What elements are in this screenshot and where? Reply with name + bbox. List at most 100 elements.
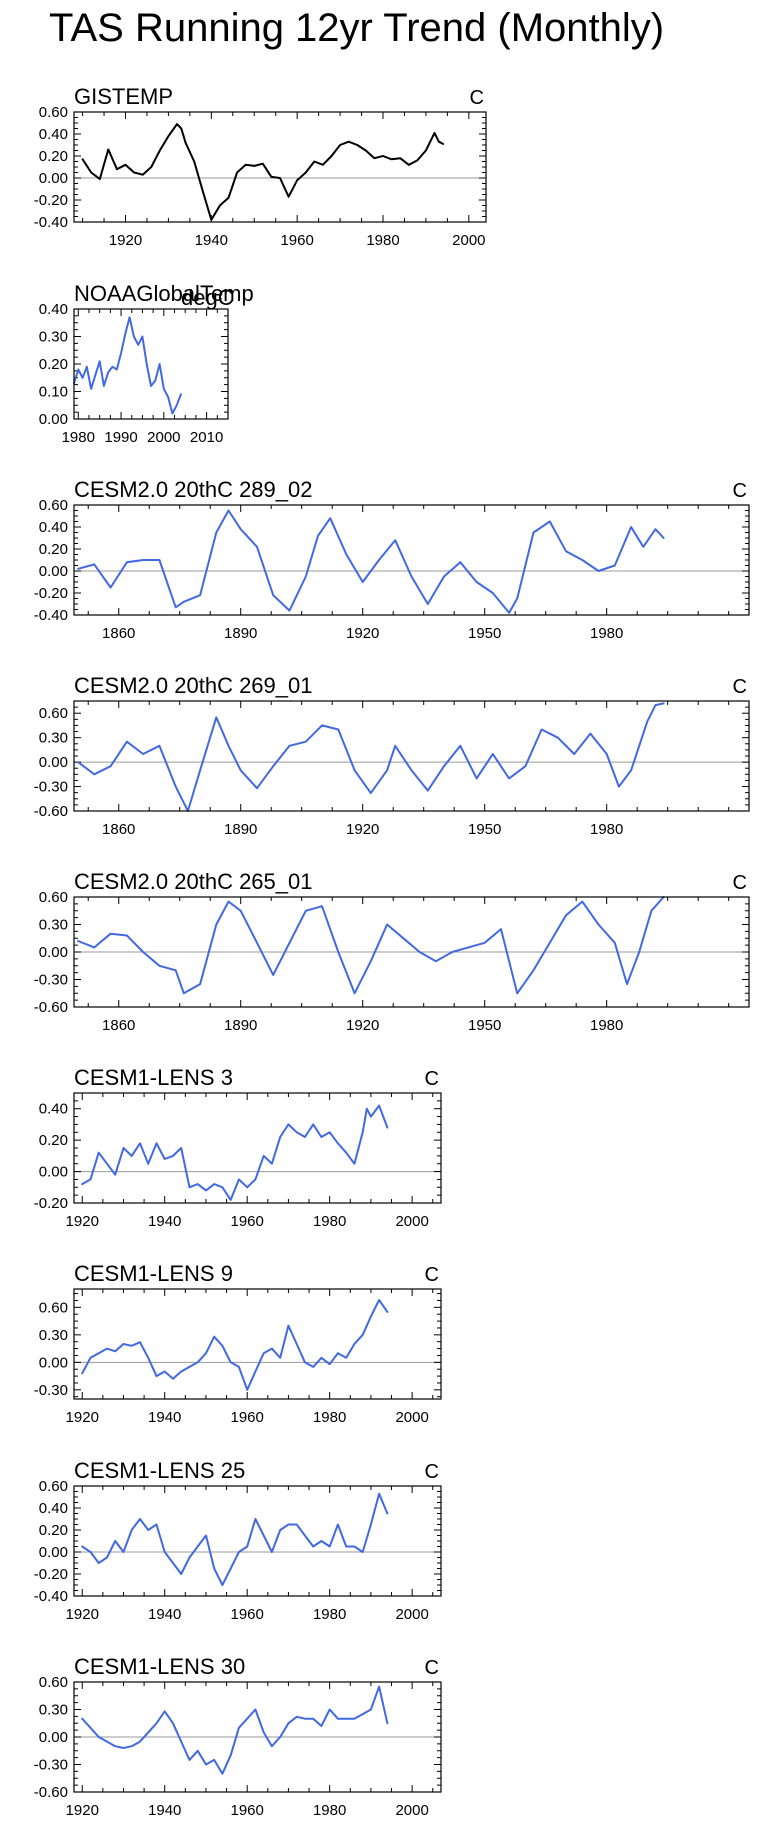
y-tick-label: -0.40 [34,1588,68,1605]
plot-frame [73,1681,442,1793]
y-tick-label: -0.40 [34,607,68,624]
series-line-0 [77,509,665,614]
plot-frame [73,504,750,616]
y-tick-label: 0.00 [39,563,68,580]
y-tick-label: 0.30 [39,329,68,346]
chart-title: CESM2.0 20thC 289_02 [74,477,313,502]
series-line-0 [81,1685,389,1775]
y-tick-label: 0.00 [39,170,68,187]
y-tick-label: -0.20 [34,1566,68,1583]
plot-frame [73,1485,442,1597]
x-tick-label: 1960 [231,1802,264,1819]
chart-panel-2: CESM2.0 20thC 289_02 C 1860 1890 1920 1950 198… [34,477,750,642]
x-tick-label: 1920 [346,1017,379,1034]
y-tick-label: 0.20 [39,148,68,165]
chart-panel-7: CESM1-LENS 25 C 1920 1940 1960 1980 2000 -0.40 -… [34,1458,442,1623]
chart-title: GISTEMP [74,84,173,109]
unit-label: C [733,676,747,698]
x-tick-label: 1860 [102,625,135,642]
chart-panel-3: CESM2.0 20thC 269_01 C 1860 1890 1920 1950 198… [34,673,750,838]
y-tick-label: 0.00 [39,1729,68,1746]
series-line-0 [81,1299,389,1391]
x-tick-label: 1980 [313,1213,346,1230]
x-tick-label: 1920 [346,821,379,838]
y-tick-label: 0.30 [39,1327,68,1344]
unit-label: C [733,480,747,502]
x-tick-label: 1920 [66,1802,99,1819]
chart-panel-5: CESM1-LENS 3 C 1920 1940 1960 1980 2000 -0.20 0.… [34,1065,442,1230]
x-tick-label: 1940 [148,1606,181,1623]
series-line-0 [73,316,182,415]
y-tick-label: 0.60 [39,104,68,121]
x-tick-label: 1940 [148,1409,181,1426]
y-tick-label: -0.40 [34,214,68,231]
y-tick-label: 0.10 [39,384,68,401]
y-tick-label: -0.30 [34,779,68,796]
series-line-0 [77,702,665,812]
y-tick-label: 0.00 [39,754,68,771]
chart-overlay-title: degC [181,285,234,310]
y-tick-label: 0.20 [39,541,68,558]
x-tick-label: 1960 [231,1606,264,1623]
y-tick-label: 0.60 [39,705,68,722]
y-tick-label: -0.20 [34,585,68,602]
y-tick-label: 0.60 [39,1674,68,1691]
chart-title: CESM1-LENS 3 [74,1065,233,1090]
y-tick-label: 0.00 [39,944,68,961]
y-tick-label: 0.40 [39,301,68,318]
y-tick-label: 0.00 [39,1544,68,1561]
x-tick-label: 1960 [231,1409,264,1426]
x-tick-label: 1980 [313,1409,346,1426]
y-tick-label: 0.00 [39,1354,68,1371]
x-tick-label: 1940 [148,1213,181,1230]
chart-title: NOAAGlobalTemp [74,281,254,306]
y-tick-label: -0.30 [34,1382,68,1399]
page-title: TAS Running 12yr Trend (Monthly) [49,6,664,50]
chart-title: CESM1-LENS 30 [74,1654,245,1679]
x-tick-label: 2000 [395,1606,428,1623]
y-tick-label: 0.00 [39,1164,68,1181]
x-tick-label: 1950 [468,821,501,838]
y-tick-label: 0.30 [39,917,68,934]
x-tick-label: 2000 [395,1802,428,1819]
chart-title: CESM1-LENS 9 [74,1261,233,1286]
x-tick-label: 1940 [195,232,228,249]
chart-title: CESM2.0 20thC 269_01 [74,673,313,698]
x-tick-label: 1960 [280,232,313,249]
plot-frame [73,700,750,812]
x-tick-label: 1980 [590,821,623,838]
chart-panel-4: CESM2.0 20thC 265_01 C 1860 1890 1920 1950 198… [34,869,750,1034]
x-tick-label: 2000 [147,429,180,446]
x-tick-label: 1980 [590,625,623,642]
x-tick-label: 1920 [346,625,379,642]
x-tick-label: 1920 [66,1409,99,1426]
y-tick-label: 0.60 [39,1478,68,1495]
x-tick-label: 1980 [313,1802,346,1819]
plot-frame [73,896,750,1008]
series-line-0 [81,123,445,221]
y-tick-label: -0.60 [34,803,68,820]
y-tick-label: 0.60 [39,889,68,906]
y-tick-label: 0.40 [39,1500,68,1517]
y-tick-label: -0.20 [34,192,68,209]
x-tick-label: 1980 [313,1606,346,1623]
y-tick-label: 0.40 [39,519,68,536]
chart-title: CESM1-LENS 25 [74,1458,245,1483]
y-tick-label: -0.20 [34,1195,68,1212]
series-line-0 [77,896,665,995]
x-tick-label: 1920 [66,1606,99,1623]
x-tick-label: 2000 [452,232,485,249]
x-tick-label: 1890 [224,625,257,642]
y-tick-label: 0.00 [39,411,68,428]
unit-label: C [470,87,484,109]
y-tick-label: -0.60 [34,999,68,1016]
plot-frame [73,308,229,420]
x-tick-label: 1860 [102,821,135,838]
x-tick-label: 1950 [468,625,501,642]
series-line-0 [81,1104,389,1201]
y-tick-label: 0.20 [39,1522,68,1539]
y-tick-label: 0.60 [39,497,68,514]
x-tick-label: 1960 [231,1213,264,1230]
x-tick-label: 2000 [395,1409,428,1426]
